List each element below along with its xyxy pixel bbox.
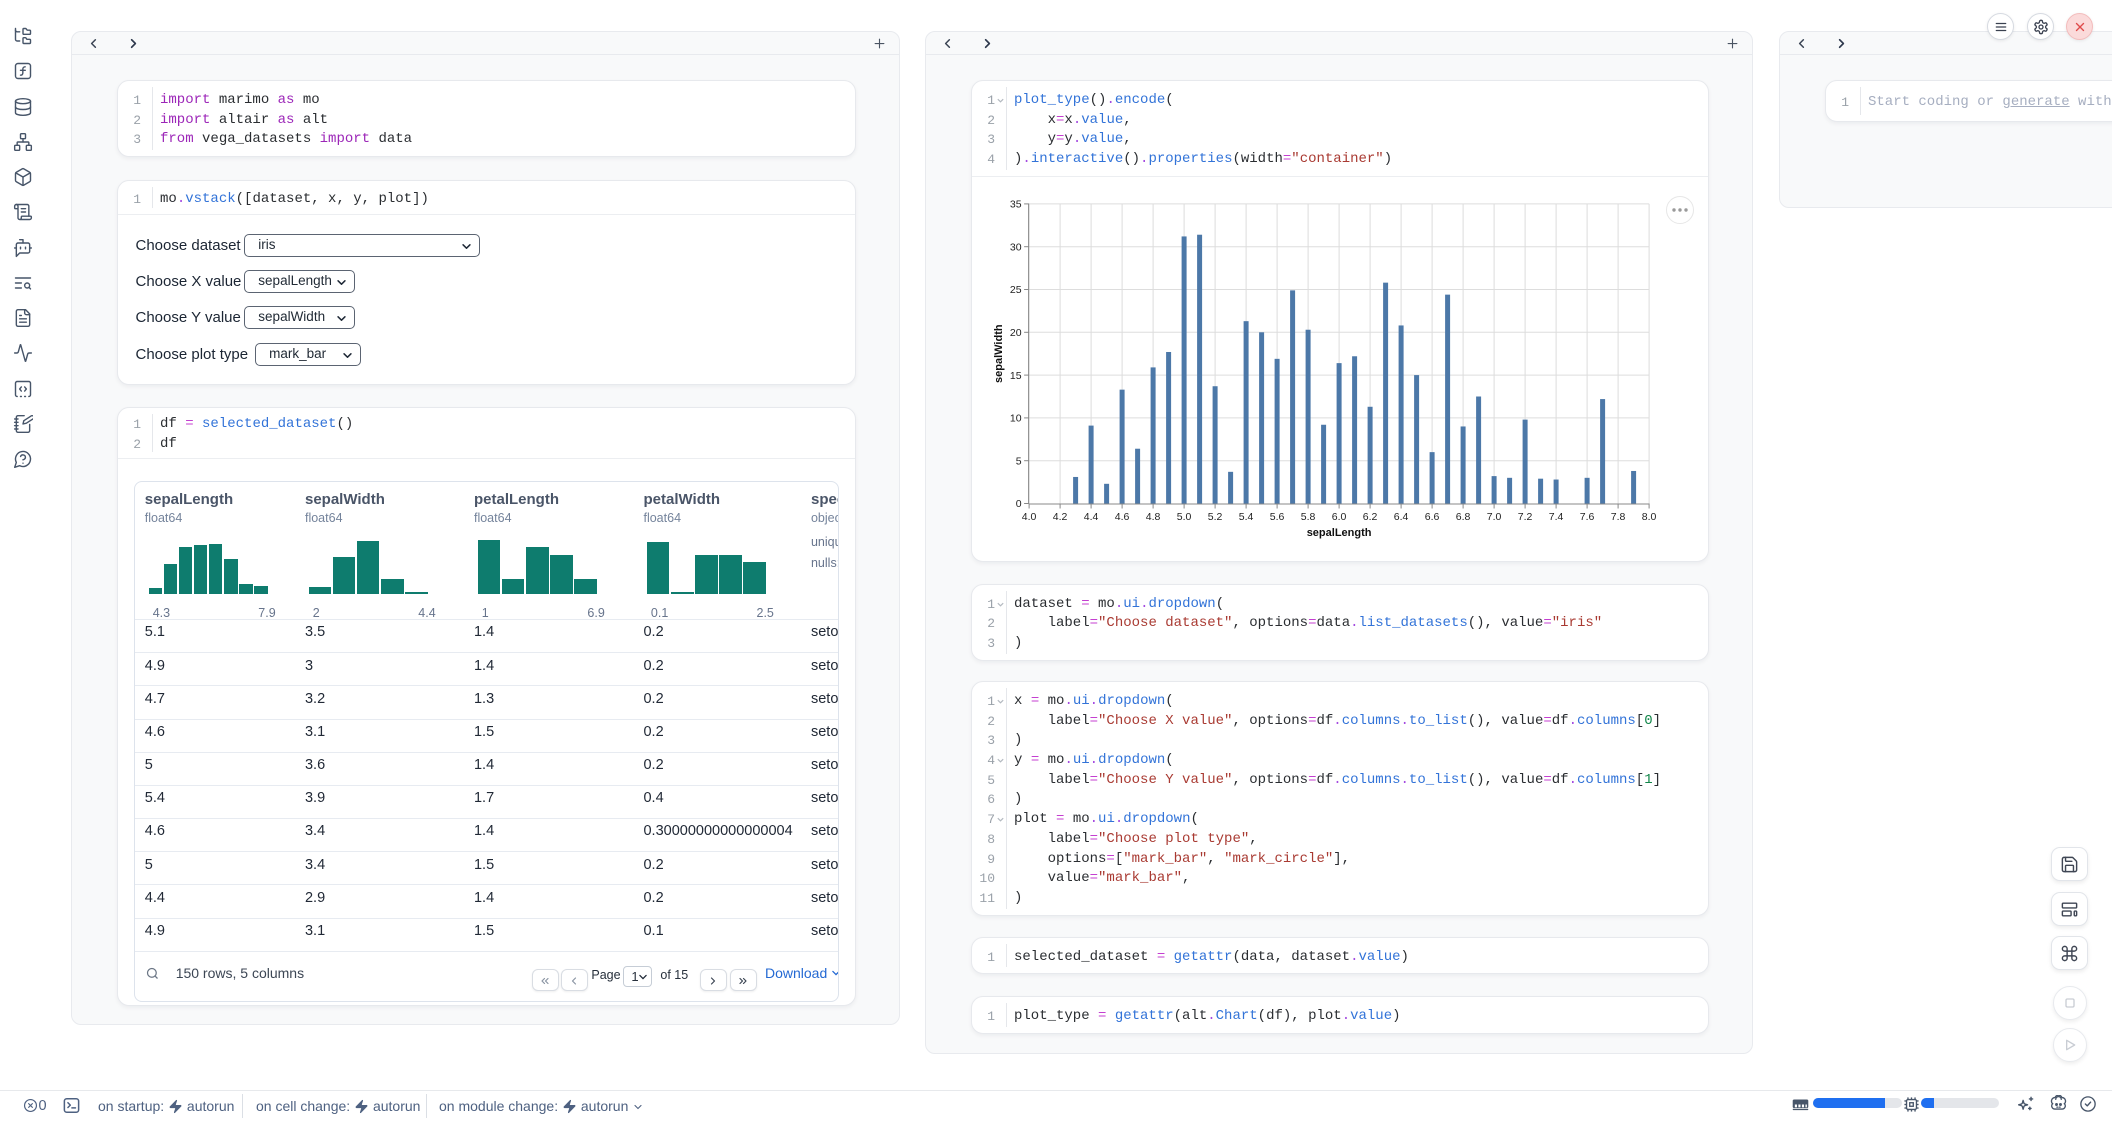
svg-text:5.8: 5.8 — [1301, 511, 1316, 523]
svg-text:6.2: 6.2 — [1363, 511, 1378, 523]
svg-text:5.2: 5.2 — [1208, 511, 1223, 523]
svg-text:20: 20 — [1010, 327, 1022, 339]
svg-text:8.0: 8.0 — [1642, 511, 1657, 523]
svg-text:15: 15 — [1010, 370, 1022, 382]
svg-text:7.0: 7.0 — [1487, 511, 1502, 523]
svg-text:4.8: 4.8 — [1146, 511, 1161, 523]
svg-text:sepalLength: sepalLength — [1307, 527, 1372, 539]
svg-text:5.6: 5.6 — [1270, 511, 1285, 523]
svg-text:0: 0 — [1016, 498, 1022, 510]
svg-text:5.4: 5.4 — [1239, 511, 1254, 523]
svg-text:4.4: 4.4 — [1084, 511, 1099, 523]
svg-text:6.6: 6.6 — [1425, 511, 1440, 523]
svg-text:7.6: 7.6 — [1580, 511, 1595, 523]
svg-text:6.4: 6.4 — [1394, 511, 1409, 523]
svg-text:4.6: 4.6 — [1115, 511, 1130, 523]
svg-text:5.0: 5.0 — [1177, 511, 1192, 523]
svg-text:10: 10 — [1010, 412, 1022, 424]
svg-text:7.4: 7.4 — [1549, 511, 1564, 523]
svg-text:25: 25 — [1010, 284, 1022, 296]
svg-text:4.0: 4.0 — [1022, 511, 1037, 523]
svg-text:6.0: 6.0 — [1332, 511, 1347, 523]
svg-text:30: 30 — [1010, 241, 1022, 253]
svg-text:7.8: 7.8 — [1611, 511, 1626, 523]
svg-text:7.2: 7.2 — [1518, 511, 1533, 523]
svg-text:6.8: 6.8 — [1456, 511, 1471, 523]
svg-text:4.2: 4.2 — [1053, 511, 1068, 523]
svg-text:35: 35 — [1010, 198, 1022, 210]
svg-text:5: 5 — [1016, 455, 1022, 467]
svg-text:sepalWidth: sepalWidth — [993, 324, 1005, 383]
